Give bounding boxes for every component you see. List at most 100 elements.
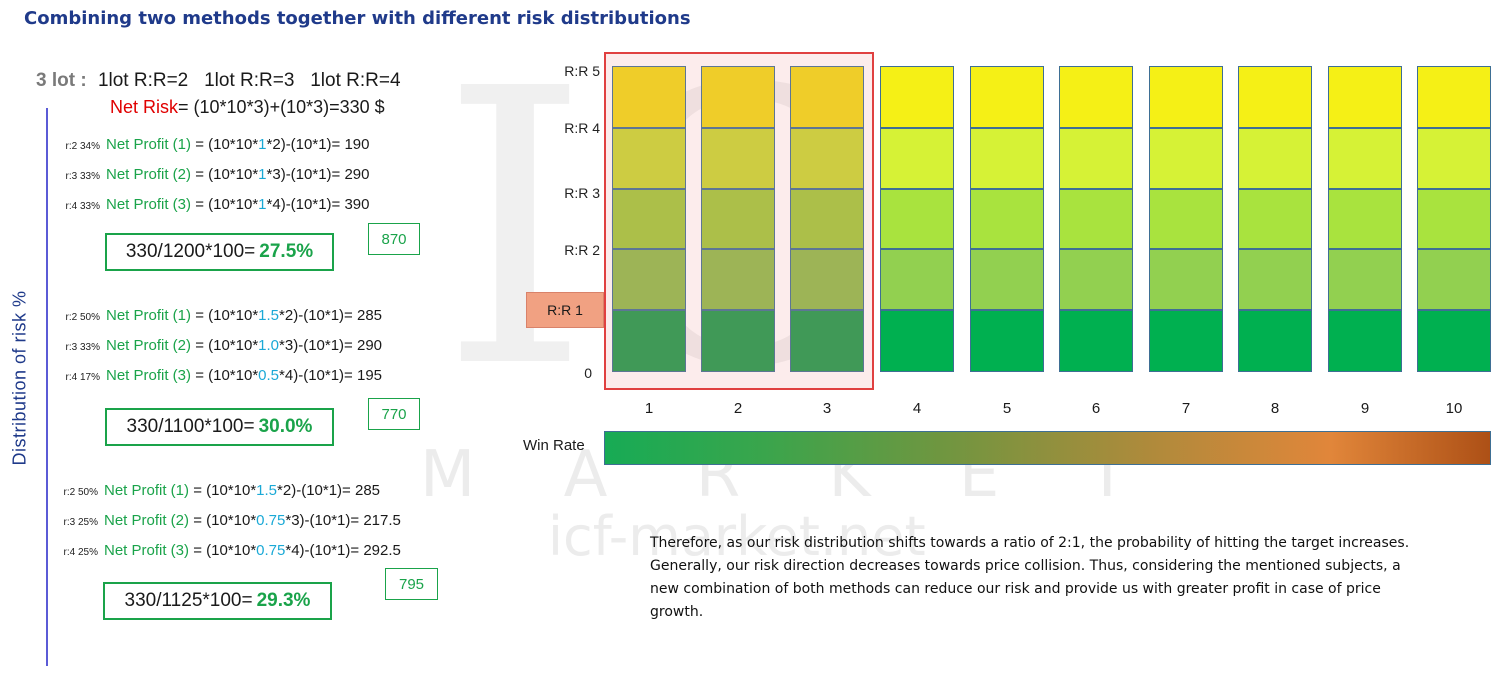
profit-label: Net Profit (1) [106, 136, 192, 153]
result-value: 29.3% [256, 590, 311, 611]
rr-segment [701, 128, 775, 189]
formula-part: = (10*10* [191, 337, 259, 354]
net-risk: Net Risk= (10*10*3)+(10*3)=330 $ [110, 97, 385, 118]
multiplier: 0.75 [256, 542, 286, 559]
multiplier: 0.75 [256, 512, 286, 529]
profit-row: r:2 50% Net Profit (1) = (10*10*1.5*2)-(1… [46, 482, 380, 499]
rr-segment [612, 249, 686, 310]
profit-row: r:3 25% Net Profit (2) = (10*10*0.75*3)-(… [46, 512, 401, 529]
multiplier: 1.0 [258, 337, 280, 354]
result-value: 30.0% [258, 416, 313, 437]
rr-segment [1059, 189, 1133, 249]
formula-part: = (10*10* [191, 136, 259, 153]
x-label: 7 [1181, 400, 1191, 417]
risk-pct: r:2 50% [65, 312, 100, 323]
rr-segment [1149, 310, 1223, 372]
result-formula: 330/1200*100= [125, 241, 256, 262]
profit-row: r:3 33% Net Profit (2) = (10*10*1*3)-(10*… [48, 166, 370, 183]
result-box: 330/1125*100= 29.3% [103, 582, 332, 620]
rr-segment [1238, 189, 1312, 249]
rr-segment [1328, 128, 1402, 189]
rr-segment [1417, 189, 1491, 249]
rr-segment [1238, 66, 1312, 128]
result-box: 330/1200*100= 27.5% [105, 233, 334, 271]
rr-segment [880, 249, 954, 310]
rr1-highlight-label: R:R 1 [526, 292, 604, 328]
profit-row: r:3 33% Net Profit (2) = (10*10*1.0*3)-(1… [48, 337, 382, 354]
rr-segment [880, 66, 954, 128]
rr-segment [970, 128, 1044, 189]
rr-segment [612, 128, 686, 189]
lot-item: 1lot R:R=4 [310, 70, 401, 91]
formula-part: *2)-(10*1)= 285 [277, 482, 381, 499]
formula-part: = (10*10* [191, 166, 259, 183]
risk-pct: r:2 50% [63, 487, 98, 498]
win-rate-gradient-bar [604, 431, 1491, 465]
rr-segment [1417, 249, 1491, 310]
net-risk-formula: = (10*10*3)+(10*3)=330 $ [178, 97, 385, 117]
rr-segment [1417, 66, 1491, 128]
x-label: 3 [822, 400, 832, 417]
rr-segment [612, 189, 686, 249]
rr-segment [970, 189, 1044, 249]
rr-segment [701, 189, 775, 249]
rr-segment [1059, 66, 1133, 128]
formula-part: = (10*10* [189, 512, 257, 529]
formula-part: = (10*10* [189, 482, 257, 499]
x-label: 9 [1360, 400, 1370, 417]
rr-segment [790, 128, 864, 189]
formula-part: *3)-(10*1)= 217.5 [285, 512, 401, 529]
profit-row: r:4 25% Net Profit (3) = (10*10*0.75*4)-(… [46, 542, 401, 559]
rr-segment [880, 189, 954, 249]
formula-part: = (10*10* [191, 196, 259, 213]
rr-segment [970, 66, 1044, 128]
formula-part: *4)-(10*1)= 390 [266, 196, 370, 213]
rr-segment [1417, 310, 1491, 372]
formula-part: *3)-(10*1)= 290 [266, 166, 370, 183]
formula-part: *2)-(10*1)= 190 [266, 136, 370, 153]
rr-segment [790, 310, 864, 372]
x-label: 6 [1091, 400, 1101, 417]
y-label: R:R 4 [564, 120, 600, 136]
rr-segment [880, 128, 954, 189]
x-label: 4 [912, 400, 922, 417]
result-box: 330/1100*100= 30.0% [105, 408, 334, 446]
profit-label: Net Profit (3) [106, 196, 192, 213]
rr-segment [1059, 249, 1133, 310]
result-value: 27.5% [259, 241, 314, 262]
profit-label: Net Profit (2) [106, 166, 192, 183]
rr-segment [1238, 310, 1312, 372]
x-label: 10 [1445, 400, 1463, 417]
rr-segment [1328, 189, 1402, 249]
net-risk-label: Net Risk [110, 97, 179, 117]
highlight-frame [604, 52, 874, 390]
risk-pct: r:3 25% [63, 517, 98, 528]
formula-part: = (10*10* [191, 307, 259, 324]
rr-segment [701, 66, 775, 128]
lot-item: 1lot R:R=2 [97, 70, 189, 91]
rr-segment [1328, 66, 1402, 128]
formula-part: *4)-(10*1)= 292.5 [285, 542, 401, 559]
rr-segment [1238, 128, 1312, 189]
x-label: 8 [1270, 400, 1280, 417]
rr-segment [1059, 310, 1133, 372]
multiplier: 1 [258, 136, 267, 153]
y-label: R:R 2 [564, 242, 600, 258]
result-formula: 330/1100*100= [126, 416, 255, 437]
y-label: R:R 5 [564, 63, 600, 79]
rr-segment [1149, 66, 1223, 128]
y-label: R:R 3 [564, 185, 600, 201]
formula-part: *3)-(10*1)= 290 [279, 337, 383, 354]
rr-segment [1149, 128, 1223, 189]
lot-line: 3 lot : 1lot R:R=2 1lot R:R=3 1lot R:R=4 [36, 70, 401, 92]
risk-pct: r:3 33% [65, 342, 100, 353]
profit-label: Net Profit (3) [106, 367, 192, 384]
rr-segment [1328, 310, 1402, 372]
rr-segment [880, 310, 954, 372]
formula-part: = (10*10* [189, 542, 257, 559]
distribution-axis-line [46, 108, 48, 666]
risk-pct: r:3 33% [65, 171, 100, 182]
x-label: 5 [1002, 400, 1012, 417]
multiplier: 1 [258, 196, 267, 213]
lot-label: 3 lot : [36, 70, 87, 91]
